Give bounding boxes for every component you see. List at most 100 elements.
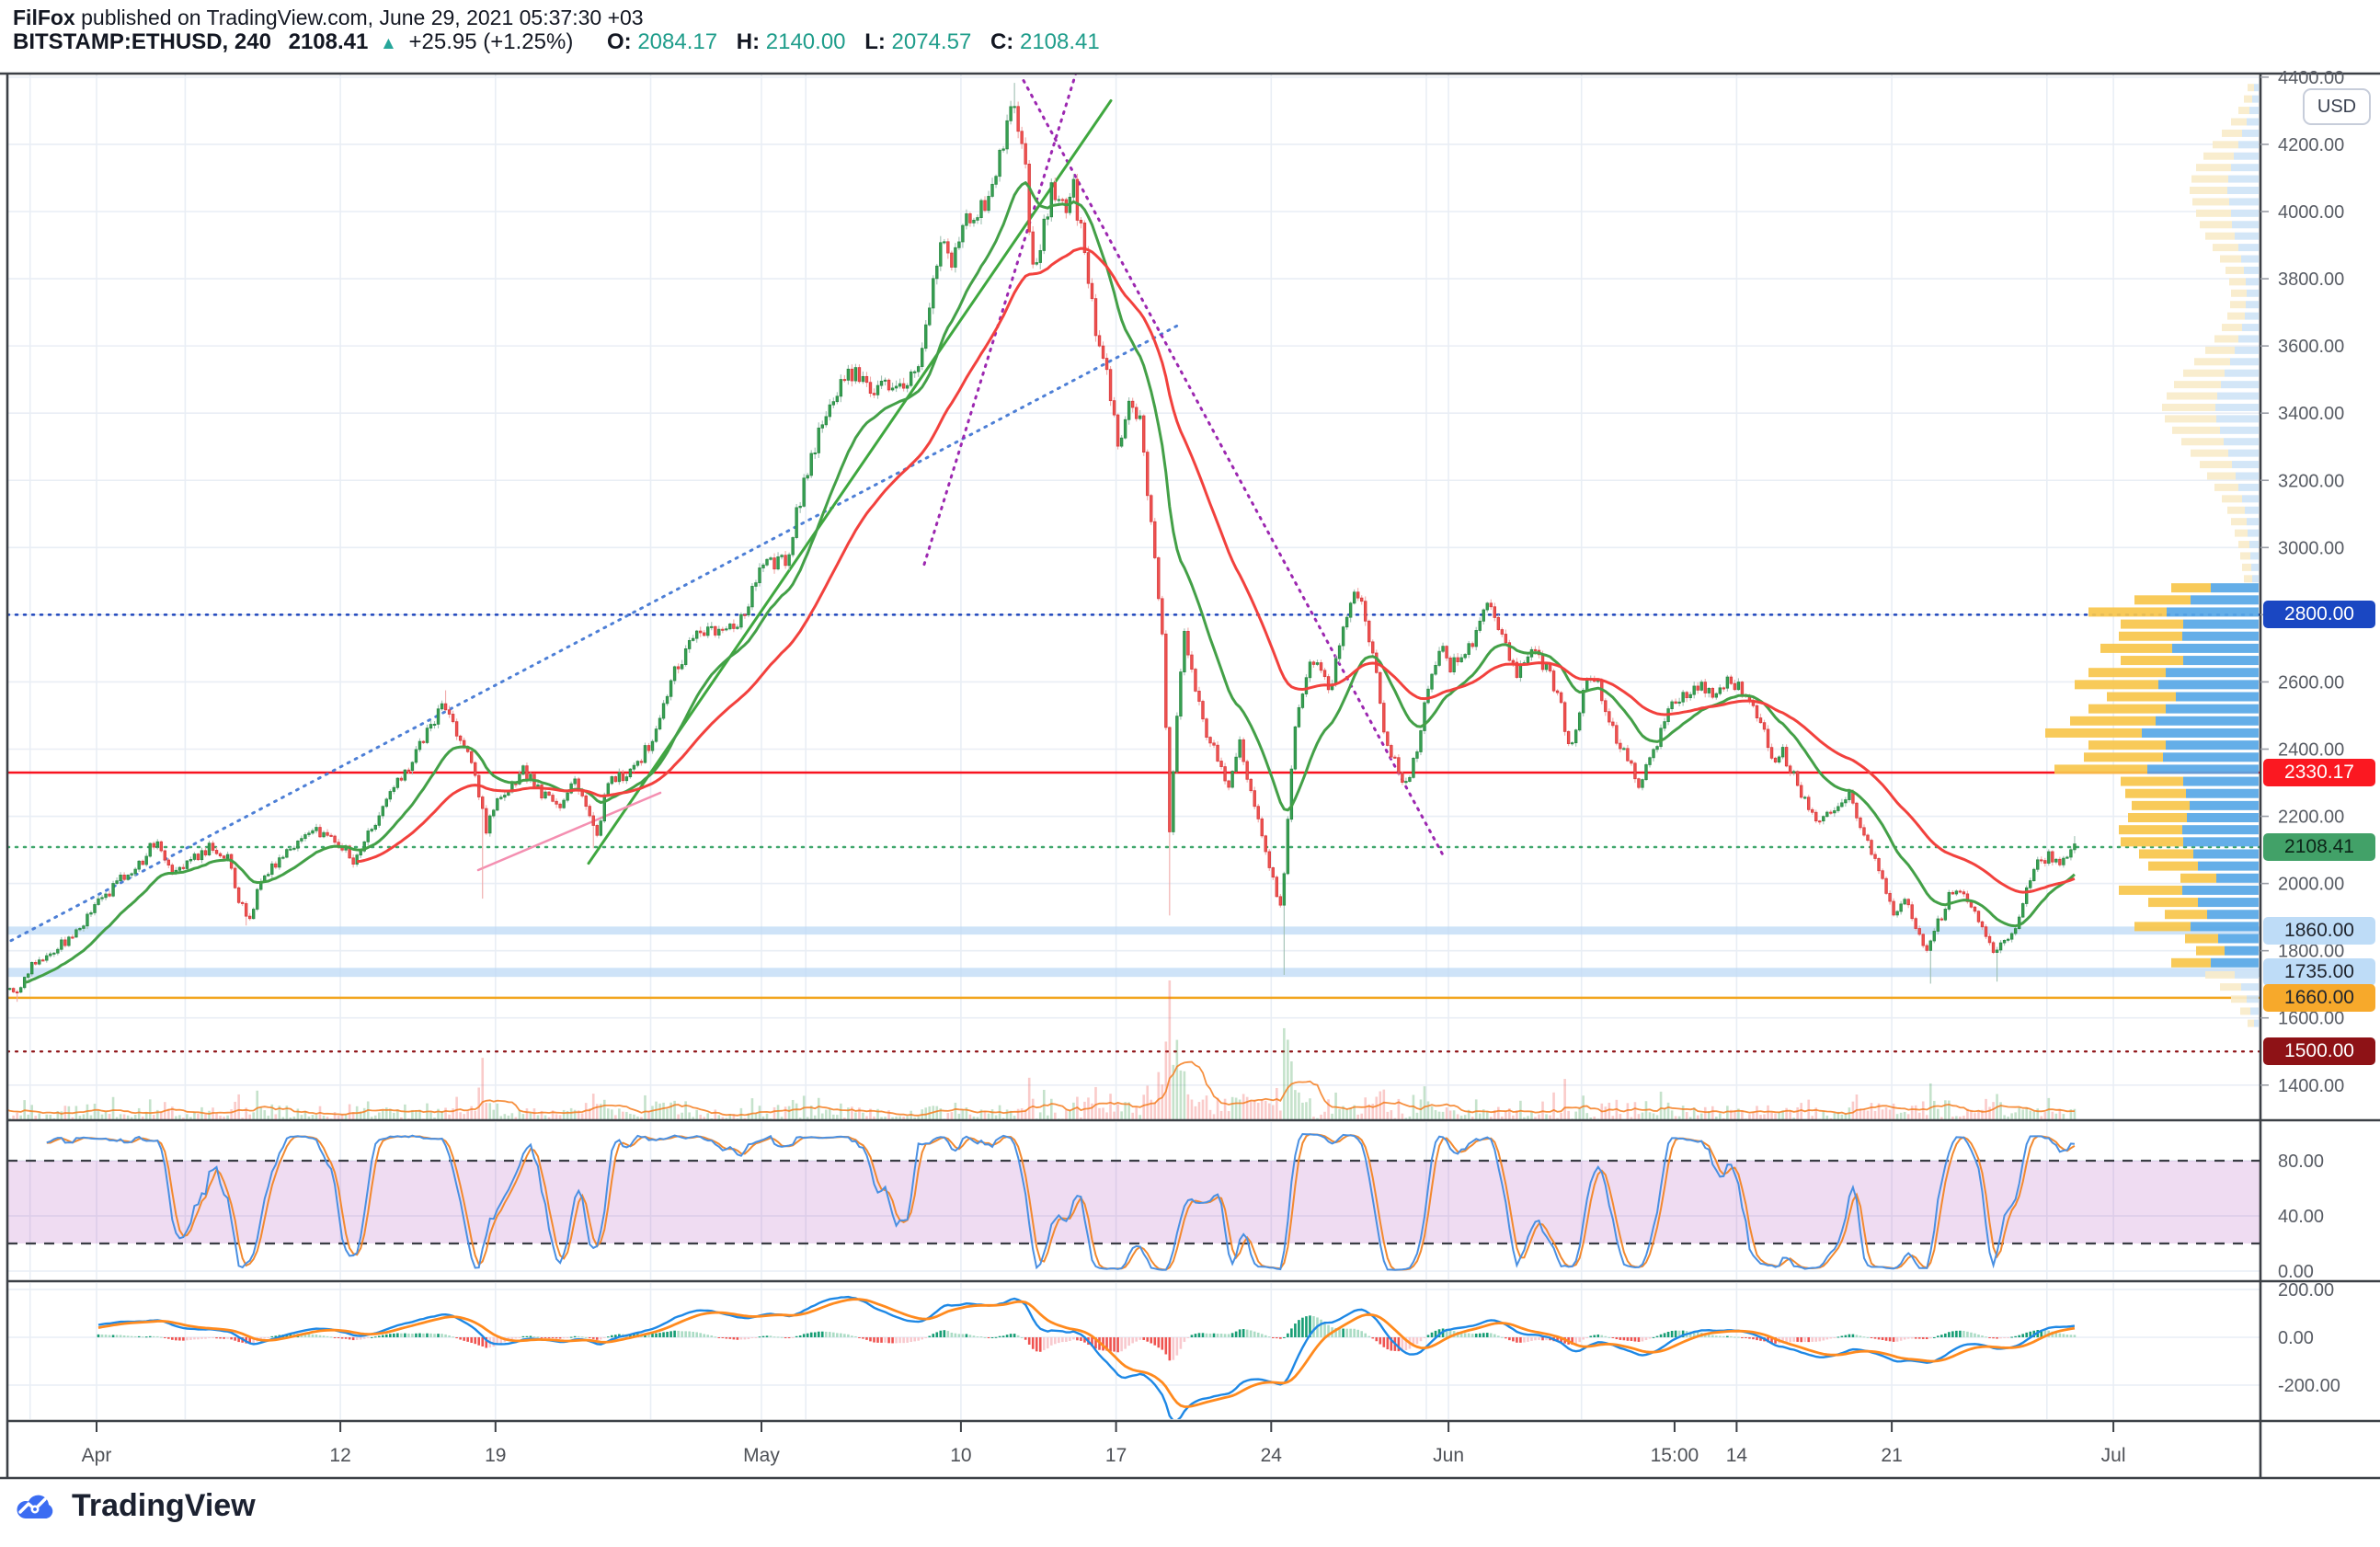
time-axis-label[interactable]: Jul <box>2101 1445 2126 1466</box>
macd-histogram-bar <box>130 1335 133 1337</box>
candle-body <box>122 875 126 880</box>
time-axis-label[interactable]: 19 <box>485 1445 506 1466</box>
volume-profile-bar-pale-blue <box>2236 472 2259 480</box>
candle-body <box>1807 796 1811 810</box>
volume-profile-bar-pale-blue <box>2247 518 2259 526</box>
volume-bar <box>599 1104 602 1120</box>
candle-body <box>824 416 828 426</box>
candle-body <box>595 825 599 836</box>
price-axis-label: 4000.00 <box>2278 202 2344 223</box>
volume-bar <box>880 1117 883 1120</box>
macd-histogram-bar <box>769 1335 772 1337</box>
candle-body <box>1526 656 1530 663</box>
price-level-label-1735.00[interactable]: 1735.00 <box>2263 958 2375 987</box>
candle-body <box>1844 799 1848 804</box>
time-axis-label[interactable]: 15:00 <box>1651 1445 1699 1466</box>
candle-body <box>1322 670 1327 678</box>
macd-histogram-bar <box>1349 1328 1352 1337</box>
volume-profile-bar-pale-blue <box>2250 1007 2259 1015</box>
volume-bar <box>1116 1104 1119 1120</box>
volume-bar <box>544 1115 547 1120</box>
price-level-label-1860.00[interactable]: 1860.00 <box>2263 916 2375 945</box>
volume-bar <box>223 1117 225 1120</box>
volume-profile-bar-pale-blue <box>2225 369 2259 377</box>
volume-profile-bar-yellow <box>2185 934 2218 944</box>
volume-profile-bar-pale-blue <box>2249 541 2259 549</box>
time-axis-label[interactable]: Jun <box>1433 1445 1464 1466</box>
candle-body <box>1648 757 1652 765</box>
volume-bar <box>1534 1117 1537 1120</box>
volume-bar <box>393 1112 395 1120</box>
volume-bar <box>418 1109 421 1120</box>
time-axis-label[interactable]: 21 <box>1881 1445 1902 1466</box>
candle-body <box>1230 771 1234 788</box>
volume-bar <box>1323 1111 1326 1120</box>
time-axis-label[interactable]: Apr <box>82 1445 112 1466</box>
time-axis-label[interactable]: 12 <box>329 1445 350 1466</box>
volume-bar <box>1992 1102 1995 1120</box>
volume-profile-bar-blue <box>2207 910 2259 920</box>
volume-profile-bar-pale-yellow <box>2231 118 2247 126</box>
volume-bar <box>518 1109 521 1120</box>
candle-body <box>240 901 245 904</box>
macd-histogram-bar <box>1256 1332 1260 1337</box>
price-level-label-1660.00[interactable]: 1660.00 <box>2263 983 2375 1012</box>
candle-body <box>1467 643 1470 655</box>
candle-body <box>1485 602 1489 611</box>
candle-body <box>802 477 806 507</box>
volume-bar <box>1482 1109 1485 1120</box>
candle-body <box>115 880 119 884</box>
price-level-label-2108.41[interactable]: 2108.41 <box>2263 833 2375 861</box>
volume-profile-bar-blue <box>2216 873 2259 883</box>
currency-toggle-button[interactable]: USD <box>2303 88 2371 125</box>
price-level-label-2330.17[interactable]: 2330.17 <box>2263 759 2375 786</box>
candle-body <box>166 859 171 865</box>
volume-bar <box>636 1116 639 1120</box>
macd-histogram-bar <box>1404 1337 1408 1351</box>
volume-profile-bar-pale-yellow <box>2213 141 2238 149</box>
volume-bar <box>171 1106 174 1120</box>
candle-body <box>1928 940 1932 951</box>
volume-bar <box>851 1106 853 1120</box>
candle-body <box>2054 858 2058 863</box>
volume-bar <box>122 1114 126 1120</box>
volume-bar <box>2058 1108 2062 1120</box>
macd-histogram-bar <box>100 1334 104 1337</box>
time-axis-label[interactable]: May <box>743 1445 780 1466</box>
macd-histogram-bar <box>234 1337 236 1341</box>
macd-histogram-bar <box>1069 1337 1071 1341</box>
time-axis-label[interactable]: 17 <box>1105 1445 1127 1466</box>
macd-histogram-bar <box>873 1337 875 1343</box>
candle-body <box>1811 808 1814 813</box>
candle-body <box>1157 557 1161 600</box>
volume-bar <box>629 1114 632 1120</box>
candle-body <box>703 632 706 636</box>
volume-bar <box>1674 1116 1677 1120</box>
volume-bar <box>887 1110 890 1120</box>
candle-body <box>507 791 510 796</box>
time-axis-label[interactable]: 24 <box>1261 1445 1283 1466</box>
volume-bar <box>728 1114 732 1120</box>
volume-bar <box>1655 1115 1659 1120</box>
candle-body <box>1965 893 1970 902</box>
brand-footer[interactable]: TradingView <box>13 1488 256 1524</box>
volume-bar <box>1925 1115 1928 1120</box>
symbol-title[interactable]: BITSTAMP:ETHUSD, 240 <box>13 29 271 54</box>
candle-body <box>60 939 63 950</box>
candle-body <box>736 626 739 629</box>
volume-bar <box>289 1117 292 1120</box>
volume-bar <box>27 1114 29 1120</box>
volume-bar <box>111 1096 115 1120</box>
open-label: O: <box>606 29 632 54</box>
candle-body <box>432 723 437 726</box>
price-level-label-1500.00[interactable]: 1500.00 <box>2263 1037 2375 1066</box>
price-level-label-2800.00[interactable]: 2800.00 <box>2263 601 2375 629</box>
time-axis-label[interactable]: 14 <box>1726 1445 1748 1466</box>
time-axis-label[interactable]: 10 <box>950 1445 971 1466</box>
volume-profile-bar-pale-blue <box>2217 392 2259 400</box>
volume-bar <box>1851 1101 1855 1120</box>
macd-histogram-bar <box>1267 1336 1271 1338</box>
macd-histogram-bar <box>1065 1337 1068 1342</box>
volume-bar <box>441 1110 443 1120</box>
